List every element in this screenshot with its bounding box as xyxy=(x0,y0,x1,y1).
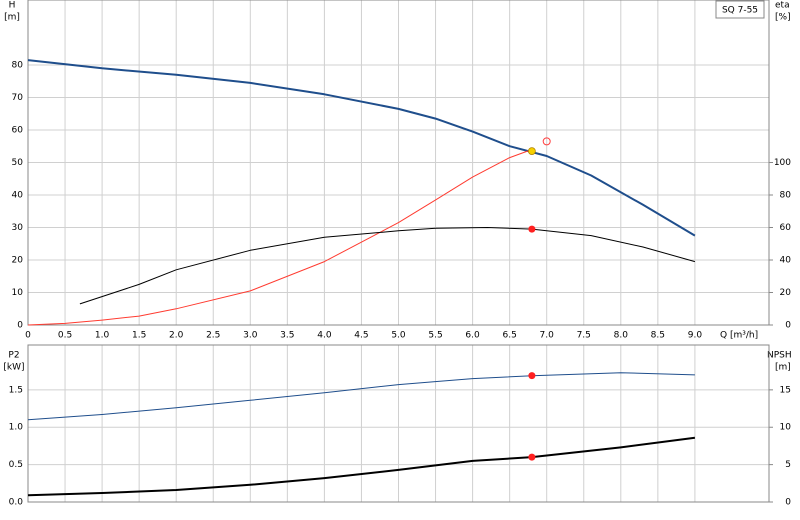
y-tick-label: 50 xyxy=(12,158,24,168)
y-tick-label: 1.5 xyxy=(9,385,23,395)
x-tick-label: 2.0 xyxy=(169,331,184,341)
y2-tick-label: 80 xyxy=(780,191,792,201)
y-axis-label: P2 xyxy=(8,351,19,361)
y2-tick-label: 60 xyxy=(780,223,792,233)
y2-axis-label: NPSH xyxy=(767,351,792,361)
x-tick-label: 5.5 xyxy=(428,331,442,341)
x-tick-label: 8.0 xyxy=(614,331,629,341)
y-tick-label: 20 xyxy=(12,256,24,266)
x-tick-label: 8.5 xyxy=(651,331,665,341)
x-tick-label: 2.5 xyxy=(206,331,220,341)
x-tick-label: 6.0 xyxy=(465,331,480,341)
y2-axis-unit: [m] xyxy=(775,363,791,373)
x-tick-label: 3.0 xyxy=(243,331,258,341)
y2-tick-label: 10 xyxy=(780,423,792,433)
operating-point xyxy=(528,225,536,233)
operating-point xyxy=(528,372,536,380)
operating-point xyxy=(527,147,536,156)
y2-tick-label: 0 xyxy=(785,498,791,508)
series-line xyxy=(27,59,696,237)
y-tick-label: 1.0 xyxy=(9,423,24,433)
y-tick-label: 80 xyxy=(12,61,24,71)
y-tick-label: 0.5 xyxy=(9,460,23,470)
y-tick-label: 10 xyxy=(12,288,24,298)
y2-tick-label: 40 xyxy=(780,256,792,266)
y-axis-label: H xyxy=(9,1,16,11)
y2-tick-label: 15 xyxy=(780,385,791,395)
x-tick-label: 0 xyxy=(25,331,31,341)
series-line xyxy=(27,436,696,497)
y-axis-unit: [kW] xyxy=(3,363,24,373)
y-tick-label: 0.0 xyxy=(9,498,24,508)
operating-point xyxy=(528,453,536,461)
series-line xyxy=(27,372,695,421)
x-tick-label: 1.5 xyxy=(132,331,146,341)
y-tick-label: 70 xyxy=(12,93,24,103)
x-tick-label: 5.0 xyxy=(391,331,406,341)
y2-tick-label: 5 xyxy=(785,460,791,470)
x-tick-label: 3.5 xyxy=(280,331,294,341)
plot-frame xyxy=(27,344,770,503)
y-tick-label: 60 xyxy=(12,126,24,136)
series-line xyxy=(27,149,533,326)
y2-axis-label: eta xyxy=(775,1,790,11)
y2-tick-label: 20 xyxy=(780,288,792,298)
y2-tick-label: 0 xyxy=(785,321,791,331)
x-tick-label: 7.0 xyxy=(540,331,555,341)
title-box xyxy=(715,0,765,19)
y-tick-label: 40 xyxy=(12,191,24,201)
x-tick-label: 7.5 xyxy=(577,331,591,341)
series-line xyxy=(79,227,696,305)
y-axis-unit: [m] xyxy=(4,13,20,23)
y-tick-label: 0 xyxy=(17,321,23,331)
x-tick-label: 1.0 xyxy=(95,331,110,341)
x-tick-label: 4.0 xyxy=(317,331,332,341)
x-tick-label: 4.5 xyxy=(354,331,368,341)
y-tick-label: 30 xyxy=(12,223,24,233)
chart-title: SQ 7-55 xyxy=(722,6,758,16)
x-axis-label: Q [m³/h] xyxy=(720,331,758,341)
y2-axis-unit: [%] xyxy=(775,13,791,23)
y2-tick-label: 100 xyxy=(774,158,791,168)
x-tick-label: 0.5 xyxy=(58,331,72,341)
x-tick-label: 9.0 xyxy=(688,331,703,341)
plot-frame xyxy=(27,0,770,326)
operating-point xyxy=(542,137,551,146)
x-tick-label: 6.5 xyxy=(502,331,516,341)
